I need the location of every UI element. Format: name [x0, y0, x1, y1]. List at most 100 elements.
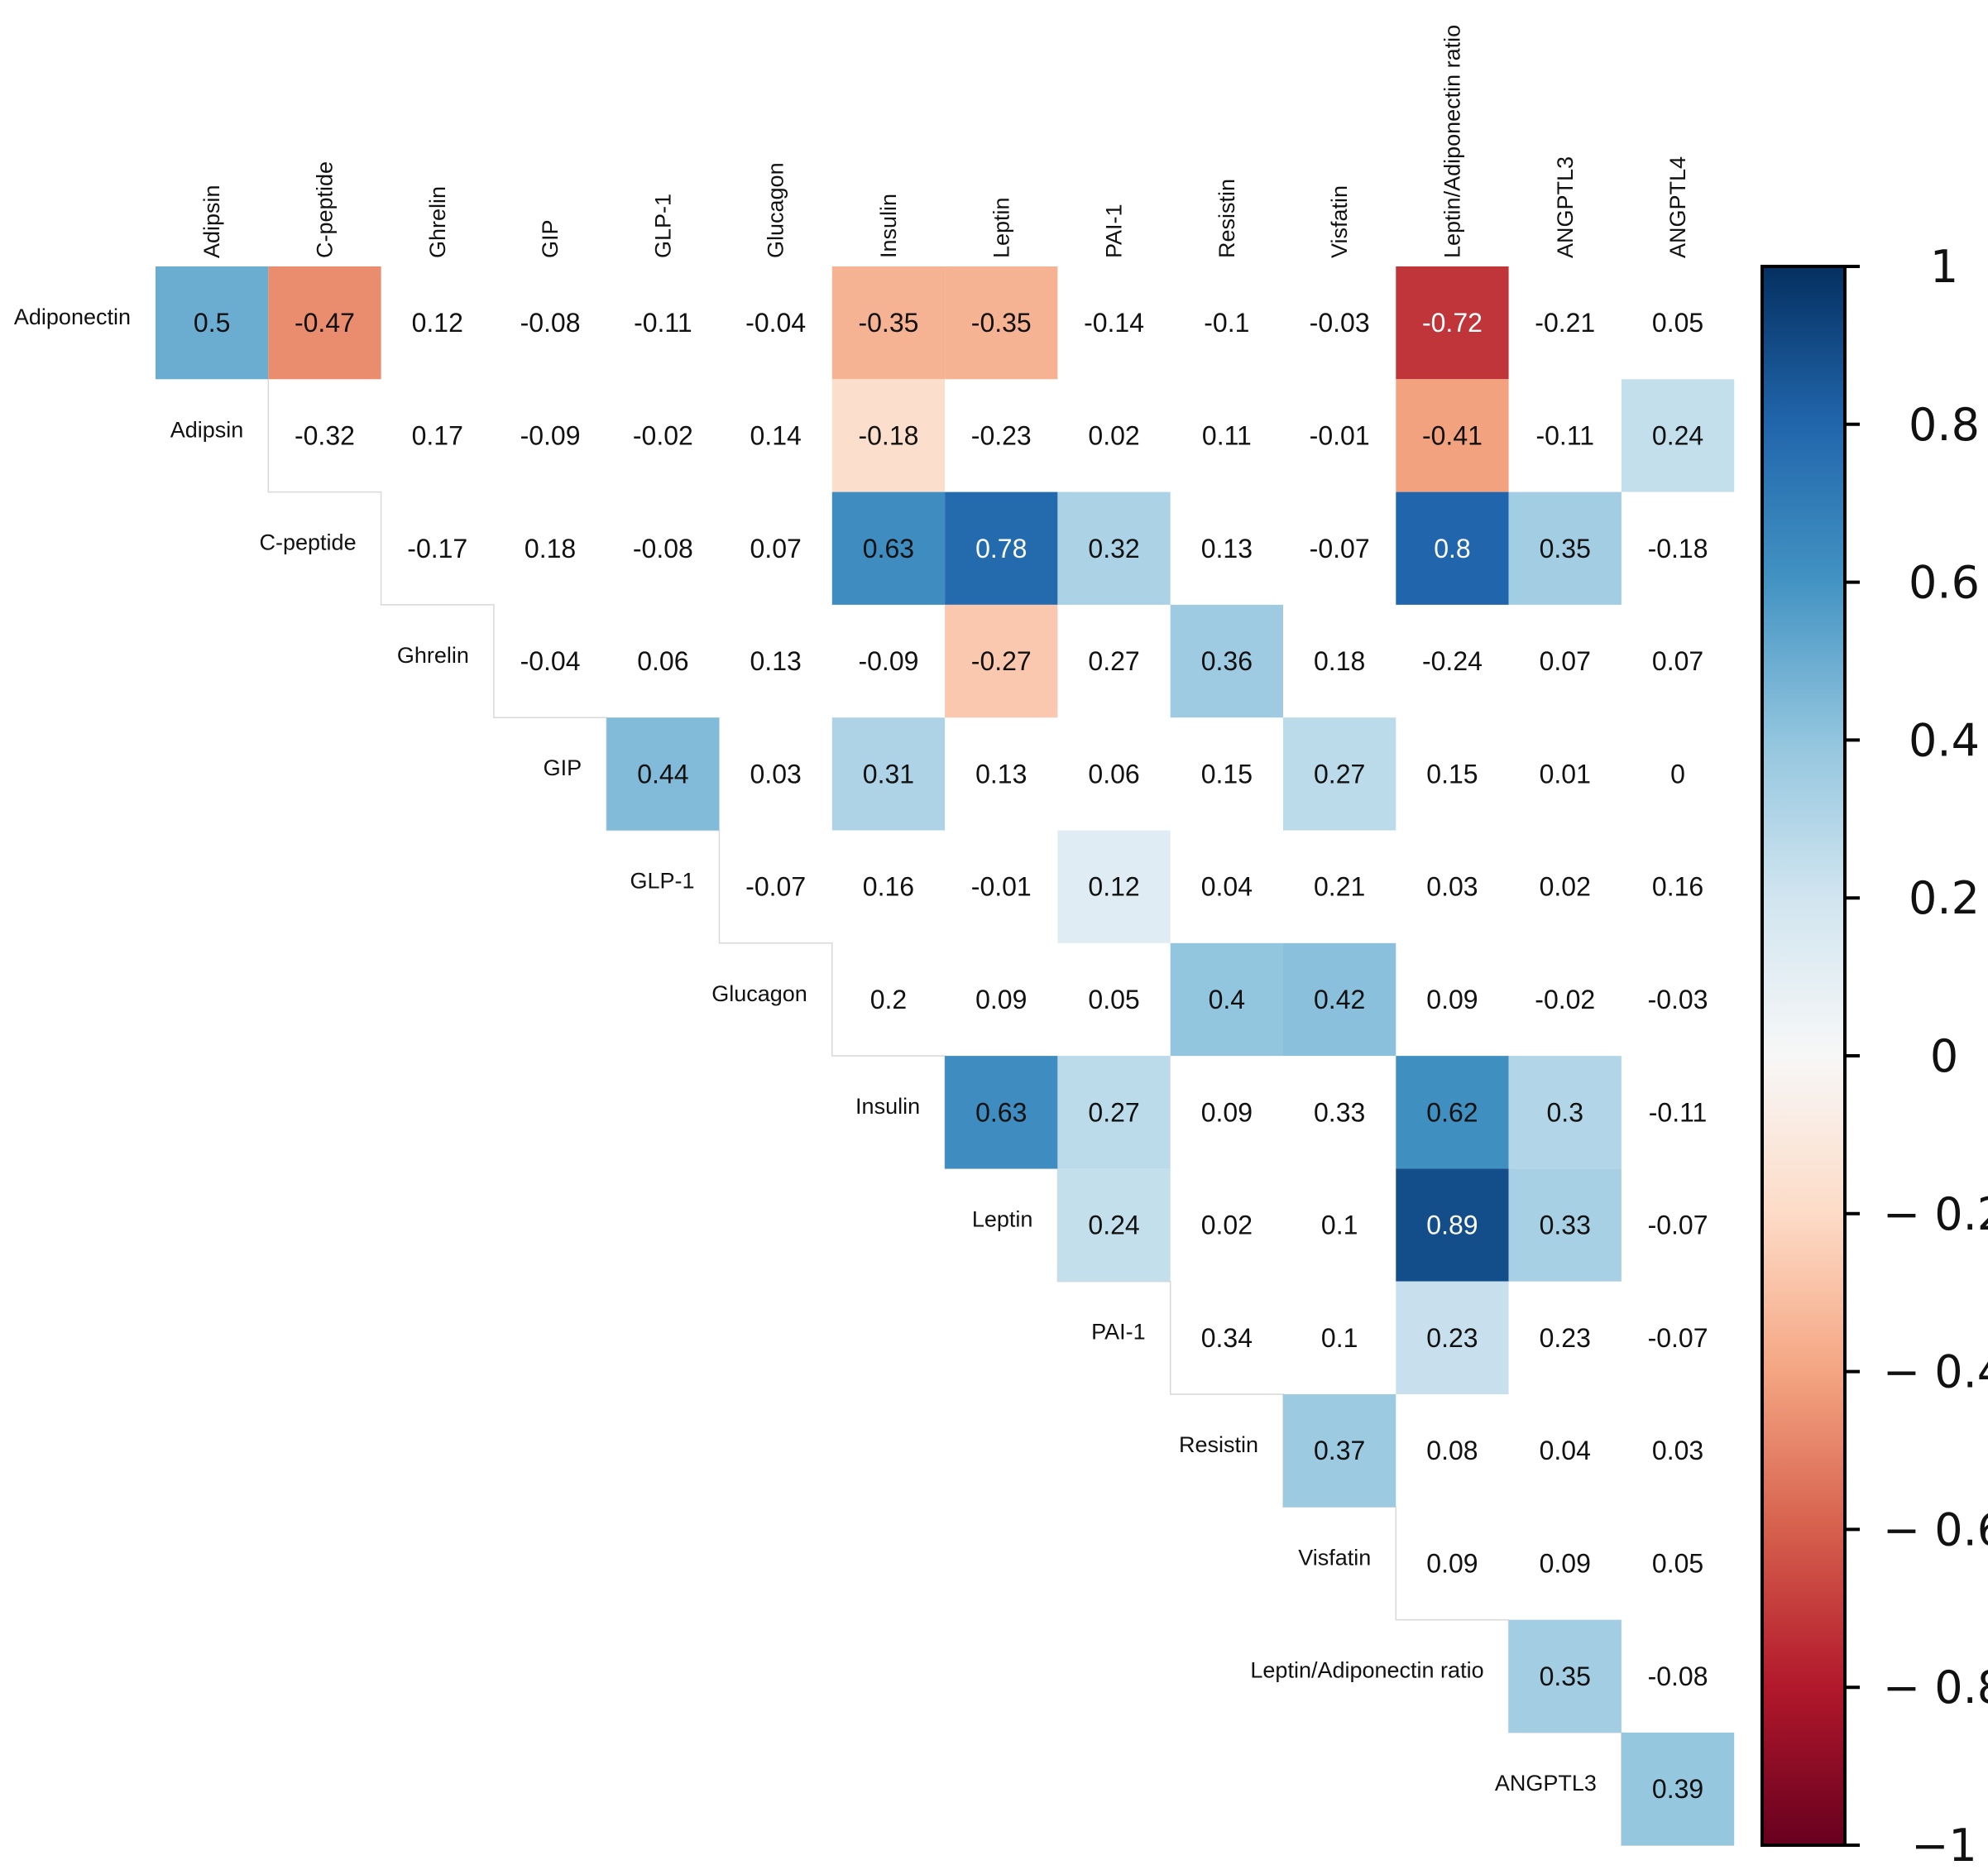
heatmap-cell	[1057, 491, 1171, 605]
cell-value: 0.35	[1540, 1661, 1591, 1691]
cell-value: 0.03	[1652, 1436, 1703, 1465]
cell-value: 0.16	[863, 872, 914, 902]
heatmap-cell	[1283, 942, 1396, 1057]
heatmap-cell	[1283, 717, 1396, 831]
row-label: Insulin	[855, 1094, 920, 1119]
cell-value: -0.17	[407, 534, 467, 563]
cell-value: 0.17	[412, 420, 463, 450]
cell-value: 0.09	[1426, 985, 1478, 1014]
heatmap-cell	[1396, 1281, 1509, 1394]
cell-value: -0.07	[1648, 1211, 1708, 1240]
cell-value: 0.05	[1652, 308, 1703, 338]
column-label: Leptin	[989, 197, 1013, 258]
row-label: Resistin	[1179, 1432, 1258, 1457]
cell-value: 0.24	[1652, 420, 1703, 450]
cell-value: 0.11	[1202, 420, 1252, 450]
cell-value: -0.24	[1422, 646, 1483, 676]
heatmap-cell	[1057, 1056, 1171, 1169]
heatmap-cell	[1396, 491, 1509, 605]
cell-value: 0.63	[975, 1097, 1027, 1127]
cell-value: 0.07	[750, 534, 802, 563]
cell-value: -0.35	[858, 308, 918, 338]
row-label: Leptin	[972, 1206, 1033, 1231]
cell-value: 0.33	[1314, 1097, 1365, 1127]
cell-value: -0.35	[971, 308, 1032, 338]
heatmap-cell	[606, 717, 720, 831]
heatmap-cell	[945, 491, 1058, 605]
cell-value: 0.35	[1540, 534, 1591, 563]
cell-value: 0.02	[1201, 1211, 1253, 1240]
cell-value: 0.18	[525, 534, 576, 563]
cell-value: -0.1	[1204, 308, 1249, 338]
cell-value: -0.03	[1310, 308, 1370, 338]
cell-value: 0.14	[750, 420, 802, 450]
row-label: GIP	[544, 755, 582, 780]
cell-value: 0.02	[1540, 872, 1591, 902]
cell-value: 0.13	[750, 646, 802, 676]
cell-value: -0.09	[520, 420, 581, 450]
heatmap-cell	[945, 604, 1058, 718]
colorbar-tick-label: 0.2	[1909, 872, 1980, 924]
cell-value: 0	[1670, 759, 1685, 789]
cell-value: 0.18	[1314, 646, 1365, 676]
cell-value: 0.07	[1652, 646, 1703, 676]
column-label: Ghrelin	[425, 186, 450, 258]
cell-value: 0.2	[870, 985, 907, 1014]
cell-value: -0.01	[971, 872, 1032, 902]
cell-value: -0.07	[745, 872, 806, 902]
cell-value: 0.44	[637, 759, 688, 789]
cell-value: 0.24	[1088, 1211, 1139, 1240]
cell-value: 0.23	[1426, 1323, 1478, 1353]
cell-value: 0.63	[863, 534, 914, 563]
cell-value: -0.32	[295, 420, 355, 450]
cell-value: -0.08	[520, 308, 581, 338]
cell-value: 0.36	[1201, 646, 1253, 676]
heatmap-cell	[1508, 1619, 1622, 1733]
cell-value: 0.13	[1201, 534, 1253, 563]
column-label: GIP	[538, 219, 563, 258]
colorbar-tick-label: 0.8	[1909, 399, 1980, 451]
cell-value: -0.18	[858, 420, 918, 450]
cell-value: 0.09	[1540, 1548, 1591, 1578]
cell-value: -0.03	[1648, 985, 1708, 1014]
cell-value: 0.62	[1426, 1097, 1478, 1127]
cell-value: 0.37	[1314, 1436, 1365, 1465]
colorbar-tick-label: 0.4	[1909, 714, 1980, 766]
cell-value: -0.14	[1084, 308, 1144, 338]
column-label: Adipsin	[199, 185, 224, 258]
row-label: GLP-1	[630, 869, 694, 894]
cell-value: 0.15	[1201, 759, 1253, 789]
column-label: C-peptide	[312, 161, 337, 258]
cell-value: 0.06	[1088, 759, 1139, 789]
cell-value: 0.3	[1547, 1097, 1583, 1127]
column-label: GLP-1	[650, 194, 675, 258]
cell-value: -0.04	[745, 308, 806, 338]
cell-value: -0.27	[971, 646, 1032, 676]
row-label: Adipsin	[170, 417, 244, 442]
colorbar-tick-label: − 0.2	[1883, 1188, 1988, 1240]
row-label: Glucagon	[711, 981, 807, 1006]
heatmap-cell	[1508, 1168, 1622, 1282]
column-label: Visfatin	[1327, 185, 1352, 258]
cell-value: 0.78	[975, 534, 1027, 563]
cell-value: 0.32	[1088, 534, 1139, 563]
row-label: Leptin/Adiponectin ratio	[1250, 1658, 1483, 1683]
triangle-outline	[267, 379, 1735, 1846]
cell-value: 0.8	[1434, 534, 1470, 563]
column-label: ANGPTL4	[1665, 156, 1690, 258]
heatmap-cell	[945, 1056, 1058, 1169]
heatmap-cell	[1057, 1168, 1171, 1282]
heatmap-cell	[1396, 266, 1509, 380]
cell-value: 0.33	[1540, 1211, 1591, 1240]
heatmap-cell	[1621, 1732, 1735, 1846]
row-label: ANGPTL3	[1495, 1771, 1597, 1796]
colorbar-tick-label: − 0.8	[1883, 1661, 1988, 1714]
cell-value: 0.89	[1426, 1211, 1478, 1240]
cell-value: 0.02	[1088, 420, 1139, 450]
colorbar-tick-label: − 0.6	[1883, 1503, 1988, 1556]
cell-value: 0.34	[1201, 1323, 1253, 1353]
cell-value: 0.08	[1426, 1436, 1478, 1465]
cell-value: 0.5	[194, 308, 230, 338]
cell-value: 0.03	[750, 759, 802, 789]
